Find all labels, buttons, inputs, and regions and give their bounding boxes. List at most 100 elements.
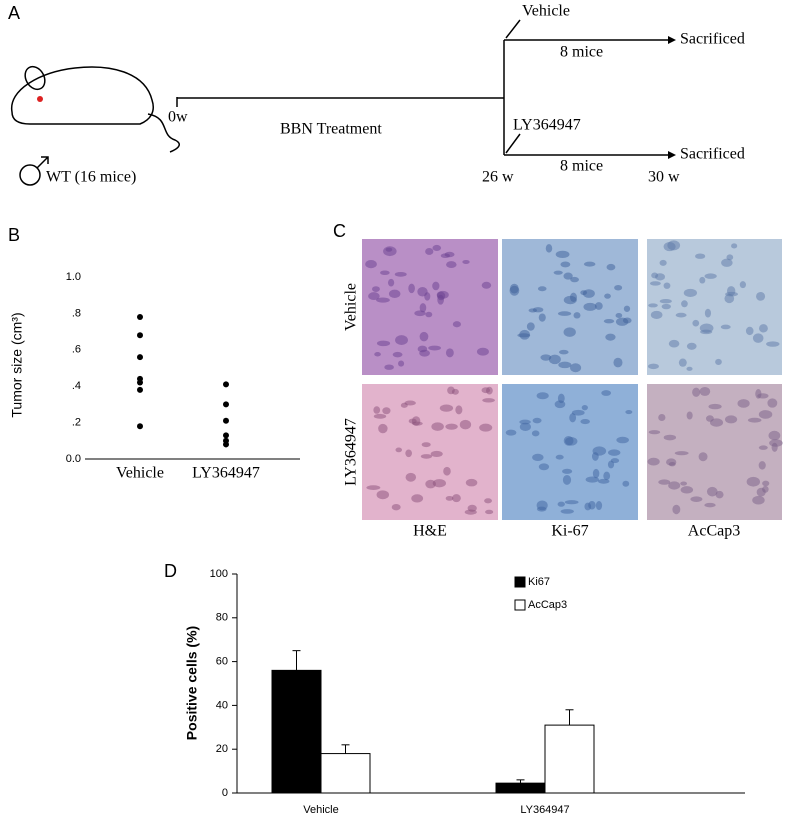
y-tick-label: 40: [216, 699, 228, 711]
cell: [432, 281, 440, 291]
cell: [428, 345, 441, 351]
cell: [459, 419, 472, 430]
cell: [731, 243, 738, 249]
cell: [648, 303, 658, 308]
label: 0w: [168, 109, 188, 126]
cell: [373, 413, 387, 419]
cell: [532, 453, 544, 462]
cell: [606, 263, 616, 271]
cell: [615, 312, 623, 318]
mouse-ear: [24, 65, 46, 91]
column-label: AcCap3: [688, 523, 740, 540]
y-tick-label: 80: [216, 612, 228, 624]
cell: [411, 421, 423, 426]
x-tick-label: LY364947: [192, 465, 260, 482]
label: WT (16 mice): [46, 169, 136, 186]
cell: [616, 436, 629, 444]
cell: [419, 303, 427, 313]
cell: [419, 331, 429, 342]
cell: [663, 434, 677, 441]
cell: [519, 419, 531, 425]
cell: [526, 322, 535, 331]
cell: [573, 312, 581, 319]
cell: [405, 472, 417, 482]
cell: [447, 386, 455, 395]
cell: [411, 494, 424, 503]
cell: [595, 501, 603, 511]
cell: [432, 479, 446, 488]
cell: [692, 387, 701, 397]
cell: [752, 495, 765, 505]
cell: [431, 422, 444, 431]
cell: [558, 361, 572, 369]
cell: [614, 284, 623, 291]
cell: [384, 364, 394, 370]
cell: [365, 260, 377, 269]
cell: [584, 502, 592, 511]
panel-label: C: [333, 221, 346, 241]
cell: [583, 302, 597, 311]
cell: [366, 485, 381, 490]
panel-label: D: [164, 561, 177, 581]
legend-swatch: [514, 576, 526, 588]
cell: [668, 461, 676, 467]
cell: [625, 409, 633, 415]
label: 8 mice: [560, 158, 603, 175]
cell: [368, 292, 380, 301]
cell: [650, 310, 663, 319]
cell: [771, 442, 778, 452]
cell: [709, 418, 724, 427]
cell: [373, 406, 381, 414]
cell: [601, 390, 612, 396]
cell: [708, 403, 722, 410]
label: Vehicle: [522, 3, 570, 20]
cell: [680, 486, 694, 494]
y-tick-label: 0: [222, 787, 228, 799]
legend-label: AcCap3: [528, 599, 567, 611]
cell: [452, 321, 461, 328]
arrow-head: [668, 36, 676, 44]
cell: [445, 348, 454, 358]
cell: [417, 287, 428, 297]
legend-swatch: [514, 599, 526, 611]
cell: [647, 457, 660, 466]
cell: [580, 290, 588, 296]
cell: [704, 502, 716, 508]
cell: [745, 326, 754, 336]
cell: [392, 351, 403, 358]
cell: [398, 360, 405, 367]
cell: [555, 454, 564, 460]
bar: [320, 753, 371, 794]
cell: [376, 490, 390, 500]
cell: [395, 447, 403, 453]
cell: [462, 259, 470, 264]
cell: [724, 415, 738, 424]
row-label: LY364947: [343, 418, 360, 486]
cell: [425, 311, 433, 318]
cell: [690, 496, 703, 502]
cell: [562, 474, 572, 485]
cell: [571, 409, 585, 416]
dot: [223, 381, 229, 388]
cell: [374, 352, 381, 357]
cell: [659, 259, 667, 266]
cell: [585, 476, 599, 483]
cell: [725, 291, 738, 297]
cell: [452, 494, 461, 503]
cell: [408, 283, 415, 294]
y-tick-label: 20: [216, 743, 228, 755]
cell: [570, 363, 582, 373]
cell: [446, 261, 457, 269]
cell: [672, 504, 681, 515]
cell: [766, 341, 780, 347]
cell: [432, 244, 442, 252]
cell: [608, 449, 621, 456]
cell: [519, 422, 531, 431]
cell: [695, 253, 706, 259]
dot: [137, 354, 143, 361]
cell: [762, 485, 769, 493]
cell: [698, 452, 708, 462]
cell: [557, 501, 565, 507]
label: 8 mice: [560, 44, 603, 61]
label: 30 w: [648, 169, 680, 186]
